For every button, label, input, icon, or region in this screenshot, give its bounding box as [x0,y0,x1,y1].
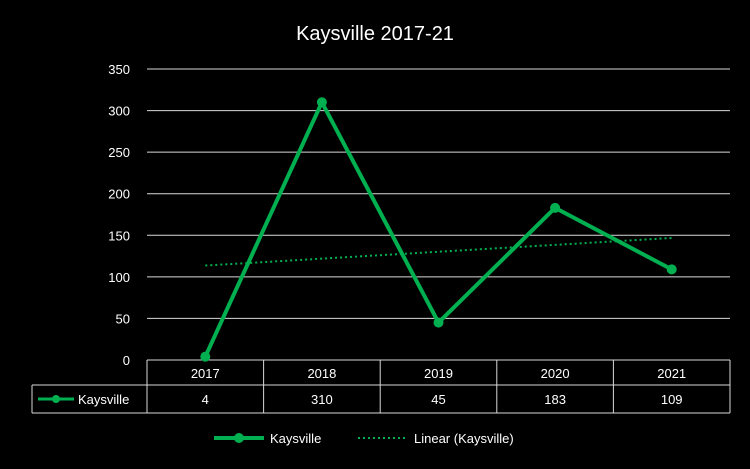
x-tick-label: 2019 [424,366,453,381]
trendline-layer [205,236,672,267]
data-point [316,97,327,108]
y-tick-label: 350 [108,62,130,77]
series-layer [200,97,677,362]
x-tick-label: 2021 [657,366,686,381]
y-tick-label: 200 [108,187,130,202]
legend-marker-kaysville [234,433,244,443]
y-tick-label: 250 [108,145,130,160]
y-tick-label: 0 [123,353,130,368]
y-tick-label: 150 [108,228,130,243]
data-point [200,351,211,362]
y-axis-ticks: 0 50 100 150 200 250 300 350 [108,62,130,368]
trendline [205,236,672,267]
legend-label-trend: Linear (Kaysville) [414,431,514,446]
x-tick-label: 2020 [541,366,570,381]
gridlines [147,68,730,319]
legend: Kaysville Linear (Kaysville) [214,431,514,446]
data-point [666,264,677,275]
x-tick-label: 2018 [307,366,336,381]
data-table-value: 310 [311,392,333,407]
data-table: 2017 2018 2019 2020 2021 Kaysville 4 310 45 183 10… [31,359,731,414]
y-tick-label: 50 [116,311,130,326]
data-table-value: 109 [661,392,683,407]
legend-label-kaysville: Kaysville [270,431,321,446]
data-point [433,317,444,328]
y-tick-label: 300 [108,104,130,119]
data-table-value: 183 [544,392,566,407]
data-point [550,202,561,213]
chart-title: Kaysville 2017-21 [296,23,454,45]
x-tick-label: 2017 [191,366,220,381]
data-table-value: 4 [202,392,209,407]
y-tick-label: 100 [108,270,130,285]
data-table-value: 45 [431,392,445,407]
table-series-label: Kaysville [78,392,129,407]
table-legend-marker [52,395,60,403]
